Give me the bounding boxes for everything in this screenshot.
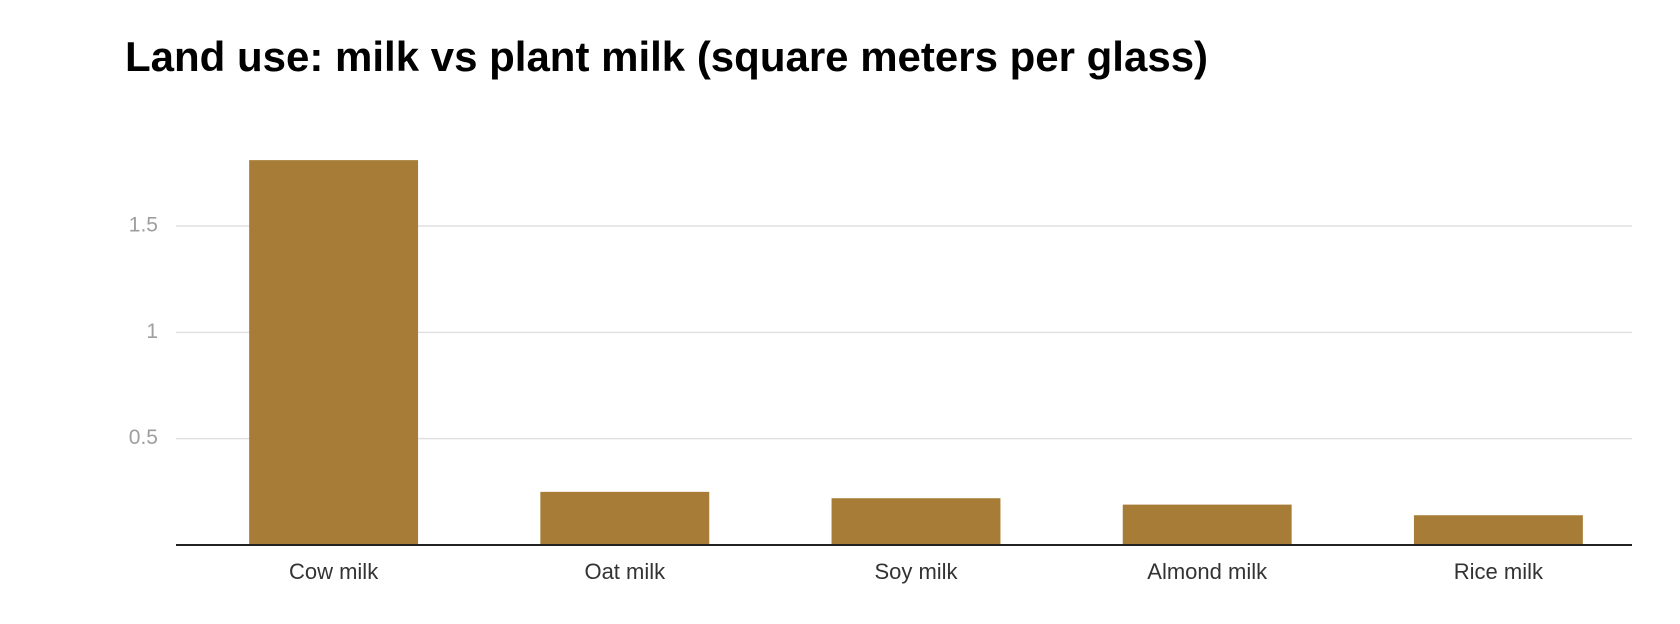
chart-title: Land use: milk vs plant milk (square met… xyxy=(125,33,1208,80)
bar xyxy=(1122,504,1292,545)
y-tick-label: 1 xyxy=(146,320,158,343)
y-tick-label: 1.5 xyxy=(129,214,158,237)
y-tick-label: 0.5 xyxy=(129,426,158,449)
bar xyxy=(831,498,1001,545)
x-tick-label: Oat milk xyxy=(584,559,666,584)
bar xyxy=(249,160,419,545)
x-tick-label: Rice milk xyxy=(1454,559,1544,584)
bar xyxy=(540,491,710,545)
bar xyxy=(1413,515,1583,545)
x-tick-label: Almond milk xyxy=(1147,559,1268,584)
x-tick-label: Soy milk xyxy=(874,559,958,584)
x-tick-label: Cow milk xyxy=(289,559,379,584)
